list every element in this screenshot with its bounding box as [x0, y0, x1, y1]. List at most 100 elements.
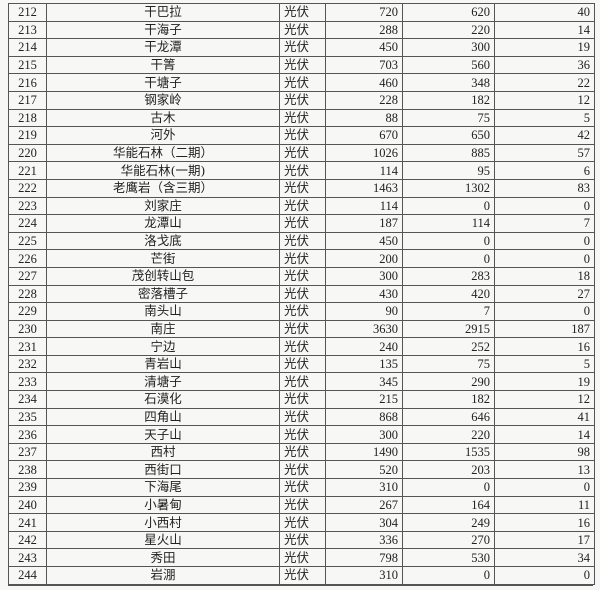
- value-b: 7: [402, 302, 495, 321]
- station-name: 干箐: [46, 55, 280, 75]
- value-c: 13: [494, 460, 595, 480]
- value-c: 16: [494, 337, 595, 356]
- station-type: 光伏: [279, 214, 326, 233]
- value-a: 1490: [325, 442, 403, 462]
- table-row: 225 洛戈底 光伏 450 0 0: [8, 231, 595, 251]
- table-row: 223 刘家庄 光伏 114 0 0: [8, 196, 595, 216]
- station-name: 西街口: [46, 460, 280, 480]
- station-name: 洛戈底: [46, 231, 280, 251]
- station-type: 光伏: [279, 513, 326, 532]
- value-c: 0: [494, 302, 595, 321]
- value-a: 336: [325, 530, 403, 550]
- value-a: 304: [325, 513, 403, 532]
- row-number: 237: [8, 442, 47, 462]
- station-type: 光伏: [279, 442, 326, 462]
- row-number: 244: [8, 566, 47, 585]
- row-number: 238: [8, 460, 47, 480]
- station-name: 下海尾: [46, 478, 280, 497]
- value-c: 36: [494, 55, 595, 75]
- row-number: 239: [8, 478, 47, 497]
- table-row: 235 四角山 光伏 868 646 41: [8, 407, 595, 427]
- row-number: 230: [8, 319, 47, 339]
- table-row: 218 古木 光伏 88 75 5: [8, 108, 595, 128]
- row-number: 223: [8, 196, 47, 216]
- table-row: 240 小暑甸 光伏 267 164 11: [8, 495, 595, 515]
- value-b: 220: [402, 425, 495, 444]
- row-number: 236: [8, 425, 47, 444]
- station-name: 清塘子: [46, 372, 280, 392]
- value-b: 203: [402, 460, 495, 480]
- value-a: 310: [325, 478, 403, 497]
- value-a: 430: [325, 284, 403, 304]
- value-a: 703: [325, 55, 403, 75]
- station-type: 光伏: [279, 90, 326, 110]
- value-a: 200: [325, 249, 403, 268]
- row-number: 220: [8, 143, 47, 163]
- value-b: 220: [402, 20, 495, 40]
- table-row: 236 天子山 光伏 300 220 14: [8, 425, 595, 444]
- row-number: 216: [8, 73, 47, 92]
- value-c: 0: [494, 231, 595, 251]
- table-row: 229 南头山 光伏 90 7 0: [8, 302, 595, 321]
- value-a: 300: [325, 266, 403, 286]
- value-a: 228: [325, 90, 403, 110]
- station-name: 石漠化: [46, 390, 280, 409]
- value-c: 12: [494, 90, 595, 110]
- station-name: 小西村: [46, 513, 280, 532]
- station-name: 南头山: [46, 302, 280, 321]
- value-a: 288: [325, 20, 403, 40]
- station-name: 干海子: [46, 20, 280, 40]
- station-type: 光伏: [279, 495, 326, 515]
- value-b: 1302: [402, 178, 495, 198]
- value-c: 5: [494, 354, 595, 374]
- value-b: 300: [402, 38, 495, 57]
- table-row: 233 清塘子 光伏 345 290 19: [8, 372, 595, 392]
- value-a: 1026: [325, 143, 403, 163]
- station-type: 光伏: [279, 143, 326, 163]
- row-number: 219: [8, 126, 47, 145]
- station-name: 古木: [46, 108, 280, 128]
- station-type: 光伏: [279, 55, 326, 75]
- row-number: 240: [8, 495, 47, 515]
- value-b: 270: [402, 530, 495, 550]
- value-a: 460: [325, 73, 403, 92]
- station-type: 光伏: [279, 530, 326, 550]
- row-number: 214: [8, 38, 47, 57]
- row-number: 218: [8, 108, 47, 128]
- station-type: 光伏: [279, 407, 326, 427]
- value-b: 1535: [402, 442, 495, 462]
- station-name: 干塘子: [46, 73, 280, 92]
- value-b: 2915: [402, 319, 495, 339]
- row-number: 221: [8, 161, 47, 180]
- station-type: 光伏: [279, 390, 326, 409]
- value-c: 0: [494, 196, 595, 216]
- table-row: 244 岩淜 光伏 310 0 0: [8, 566, 595, 585]
- value-b: 75: [402, 108, 495, 128]
- table-row: 227 茂创转山包 光伏 300 283 18: [8, 266, 595, 286]
- station-name: 西村: [46, 442, 280, 462]
- value-a: 215: [325, 390, 403, 409]
- value-a: 90: [325, 302, 403, 321]
- value-a: 3630: [325, 319, 403, 339]
- table-row: 224 龙潭山 光伏 187 114 7: [8, 214, 595, 233]
- value-a: 114: [325, 161, 403, 180]
- station-type: 光伏: [279, 266, 326, 286]
- value-c: 12: [494, 390, 595, 409]
- row-number: 212: [8, 3, 47, 22]
- station-name: 四角山: [46, 407, 280, 427]
- station-name: 岩淜: [46, 566, 280, 585]
- row-number: 215: [8, 55, 47, 75]
- value-b: 0: [402, 196, 495, 216]
- data-table: 212 干巴拉 光伏 720 620 40 213 干海子 光伏 288 220 14 214 干龙潭 光伏…: [8, 3, 595, 585]
- table-row: 231 宁边 光伏 240 252 16: [8, 337, 595, 356]
- value-b: 182: [402, 390, 495, 409]
- value-a: 798: [325, 548, 403, 567]
- value-c: 6: [494, 161, 595, 180]
- table-row: 221 华能石林(一期) 光伏 114 95 6: [8, 161, 595, 180]
- station-name: 天子山: [46, 425, 280, 444]
- row-number: 234: [8, 390, 47, 409]
- value-b: 114: [402, 214, 495, 233]
- value-b: 290: [402, 372, 495, 392]
- value-a: 450: [325, 231, 403, 251]
- table-row: 243 秀田 光伏 798 530 34: [8, 548, 595, 567]
